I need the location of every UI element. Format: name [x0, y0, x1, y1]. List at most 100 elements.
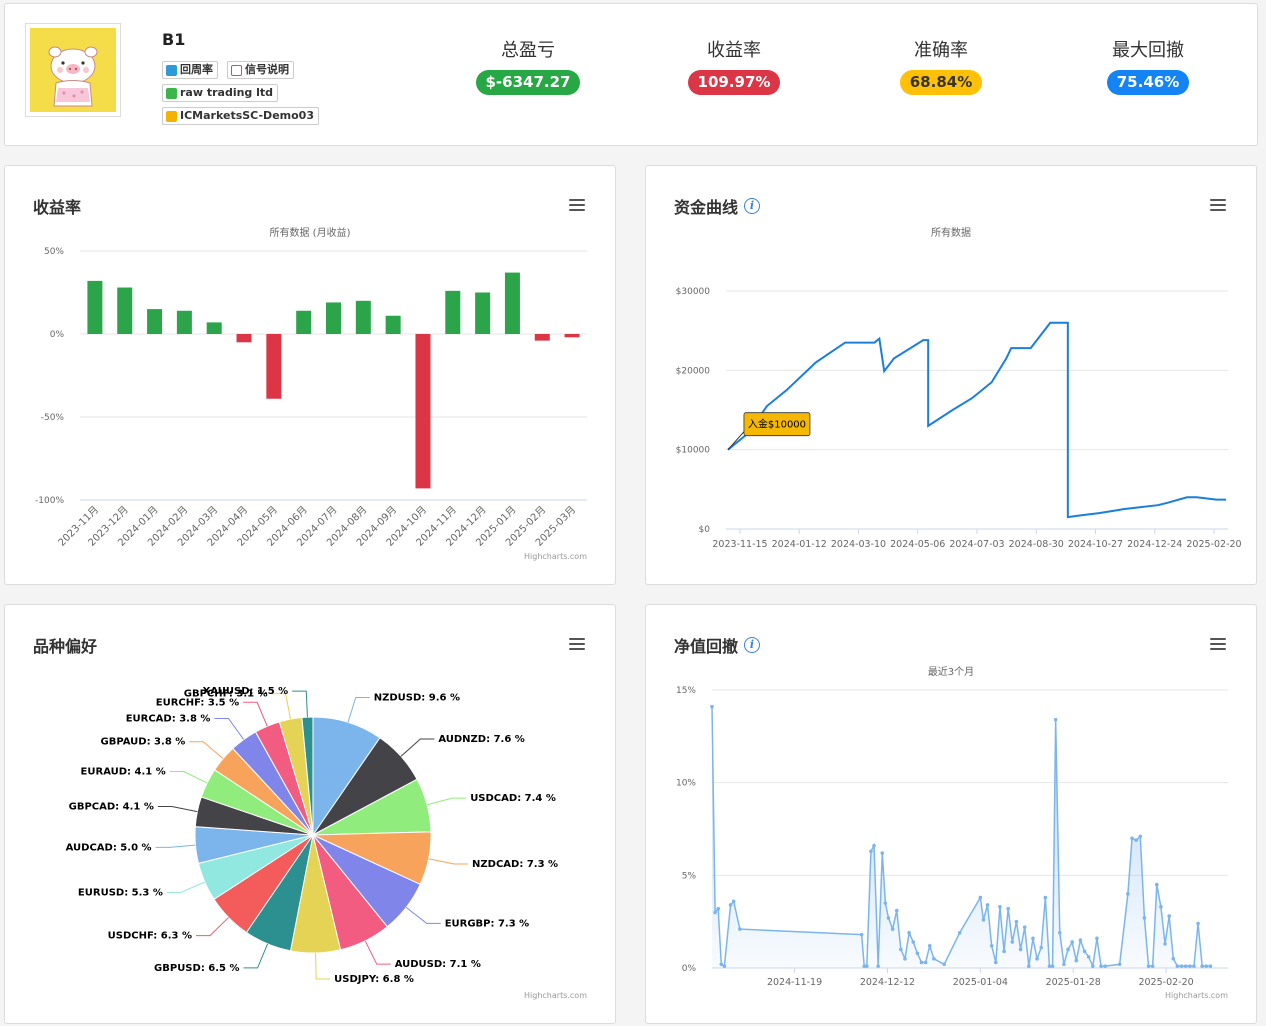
- drawdown-point[interactable]: [719, 962, 724, 967]
- drawdown-series-line[interactable]: [711, 706, 1211, 969]
- drawdown-point[interactable]: [1006, 906, 1010, 911]
- chart-credit[interactable]: Highcharts.com: [1165, 991, 1228, 1000]
- info-icon[interactable]: i: [744, 637, 761, 653]
- drawdown-point[interactable]: [1134, 838, 1138, 842]
- drawdown-point[interactable]: [1208, 964, 1213, 968]
- drawdown-point[interactable]: [915, 951, 920, 955]
- bar[interactable]: [475, 292, 491, 335]
- drawdown-point[interactable]: [1070, 940, 1074, 944]
- bar[interactable]: [296, 310, 312, 334]
- drawdown-point[interactable]: [1010, 940, 1015, 944]
- drawdown-point[interactable]: [1196, 921, 1200, 926]
- bar[interactable]: [236, 334, 252, 343]
- drawdown-point[interactable]: [985, 903, 990, 907]
- drawdown-point[interactable]: [957, 930, 962, 935]
- drawdown-point[interactable]: [886, 916, 891, 920]
- drawdown-point[interactable]: [883, 901, 888, 905]
- bar[interactable]: [355, 300, 371, 334]
- drawdown-point[interactable]: [942, 962, 946, 967]
- drawdown-point[interactable]: [919, 960, 924, 965]
- drawdown-point[interactable]: [738, 927, 742, 931]
- chart-credit[interactable]: Highcharts.com: [524, 552, 587, 561]
- drawdown-point[interactable]: [1047, 964, 1052, 968]
- drawdown-point[interactable]: [1095, 936, 1099, 941]
- drawdown-point[interactable]: [1103, 964, 1107, 968]
- deposit-annotation[interactable]: [743, 412, 811, 437]
- drawdown-point[interactable]: [998, 905, 1002, 909]
- bar[interactable]: [385, 315, 401, 334]
- drawdown-point[interactable]: [1154, 882, 1159, 887]
- drawdown-point[interactable]: [1062, 962, 1066, 967]
- chip-period-rate[interactable]: 回周率: [162, 61, 218, 79]
- chip-server[interactable]: ICMarketsSC-Demo03: [162, 107, 319, 125]
- drawdown-point[interactable]: [994, 960, 998, 965]
- drawdown-point[interactable]: [1146, 964, 1151, 968]
- drawdown-point[interactable]: [1035, 956, 1039, 961]
- drawdown-point[interactable]: [911, 940, 916, 944]
- bar[interactable]: [504, 272, 520, 334]
- drawdown-point[interactable]: [1053, 717, 1058, 722]
- bar[interactable]: [147, 309, 163, 334]
- drawdown-point[interactable]: [731, 899, 736, 904]
- drawdown-point[interactable]: [1082, 949, 1087, 954]
- drawdown-point[interactable]: [1117, 962, 1122, 967]
- chart-credit[interactable]: Highcharts.com: [524, 991, 587, 1000]
- equity-series-line[interactable]: [727, 321, 1227, 519]
- drawdown-point[interactable]: [865, 964, 869, 968]
- chart-menu-icon[interactable]: [1210, 199, 1226, 211]
- drawdown-point[interactable]: [981, 918, 986, 922]
- bar[interactable]: [87, 280, 103, 334]
- drawdown-point[interactable]: [1074, 958, 1079, 963]
- chart-menu-icon[interactable]: [569, 638, 585, 650]
- drawdown-point[interactable]: [903, 956, 907, 961]
- bar[interactable]: [326, 302, 341, 334]
- bar[interactable]: [445, 290, 461, 334]
- drawdown-point[interactable]: [1163, 942, 1167, 946]
- drawdown-point[interactable]: [862, 964, 867, 968]
- drawdown-point[interactable]: [932, 956, 936, 961]
- drawdown-point[interactable]: [978, 895, 983, 900]
- bar[interactable]: [206, 322, 222, 334]
- drawdown-point[interactable]: [713, 910, 717, 915]
- drawdown-point[interactable]: [1002, 949, 1006, 954]
- bar[interactable]: [266, 334, 282, 399]
- drawdown-point[interactable]: [923, 960, 928, 965]
- bar[interactable]: [415, 334, 431, 489]
- drawdown-point[interactable]: [1027, 964, 1031, 968]
- drawdown-point[interactable]: [1159, 905, 1163, 909]
- drawdown-point[interactable]: [872, 843, 876, 848]
- drawdown-point[interactable]: [1150, 964, 1155, 968]
- drawdown-point[interactable]: [927, 943, 932, 948]
- drawdown-point[interactable]: [907, 930, 911, 935]
- bar[interactable]: [534, 334, 550, 341]
- drawdown-point[interactable]: [728, 903, 733, 907]
- drawdown-point[interactable]: [1171, 956, 1176, 961]
- drawdown-point[interactable]: [869, 849, 873, 854]
- drawdown-point[interactable]: [859, 932, 864, 937]
- drawdown-point[interactable]: [890, 927, 895, 931]
- drawdown-point[interactable]: [1057, 930, 1062, 935]
- chart-menu-icon[interactable]: [1210, 638, 1226, 650]
- drawdown-point[interactable]: [1066, 947, 1070, 952]
- drawdown-point[interactable]: [1078, 938, 1083, 942]
- chip-broker[interactable]: raw trading ltd: [162, 84, 279, 102]
- drawdown-point[interactable]: [894, 908, 899, 913]
- drawdown-point[interactable]: [1142, 916, 1147, 920]
- drawdown-point[interactable]: [1022, 925, 1027, 930]
- drawdown-point[interactable]: [989, 943, 994, 948]
- drawdown-point[interactable]: [710, 704, 714, 709]
- drawdown-point[interactable]: [880, 851, 885, 855]
- drawdown-point[interactable]: [722, 964, 727, 968]
- drawdown-point[interactable]: [1014, 919, 1019, 924]
- drawdown-point[interactable]: [716, 906, 720, 911]
- chip-signal-info[interactable]: 信号说明: [227, 61, 294, 79]
- bar[interactable]: [564, 334, 580, 338]
- bar[interactable]: [117, 287, 133, 334]
- drawdown-point[interactable]: [1138, 834, 1143, 839]
- pie-slice[interactable]: [301, 716, 314, 836]
- drawdown-point[interactable]: [1192, 964, 1196, 968]
- drawdown-point[interactable]: [1099, 964, 1103, 968]
- drawdown-point[interactable]: [1018, 947, 1023, 952]
- drawdown-point[interactable]: [1126, 892, 1130, 896]
- bar[interactable]: [176, 310, 192, 334]
